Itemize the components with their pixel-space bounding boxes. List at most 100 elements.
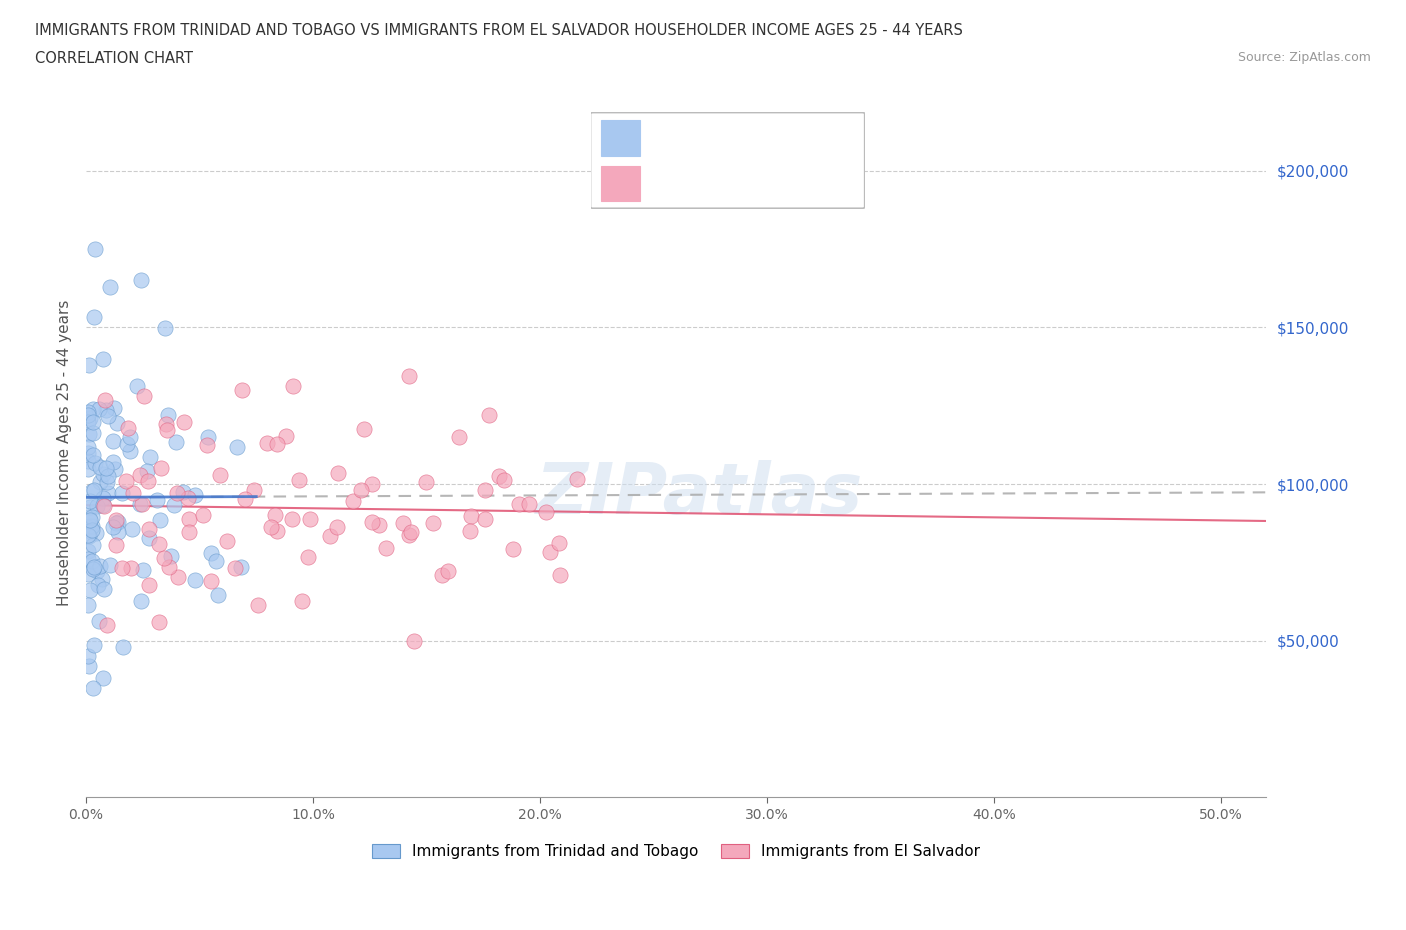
Point	[215, 533, 238, 548]
Point	[83, 310, 105, 325]
Point	[91, 352, 114, 366]
Point	[134, 389, 156, 404]
Point	[136, 473, 159, 488]
Point	[91, 498, 114, 512]
Point	[298, 512, 321, 526]
Point	[83, 483, 105, 498]
Text: ZIPatlas: ZIPatlas	[536, 459, 863, 528]
Point	[104, 461, 127, 476]
Text: N =  86: N = 86	[778, 176, 845, 193]
Point	[115, 437, 138, 452]
Point	[103, 401, 125, 416]
Point	[82, 680, 104, 695]
Point	[226, 440, 249, 455]
Point	[79, 524, 101, 538]
Text: IMMIGRANTS FROM TRINIDAD AND TOBAGO VS IMMIGRANTS FROM EL SALVADOR HOUSEHOLDER I: IMMIGRANTS FROM TRINIDAD AND TOBAGO VS I…	[35, 23, 963, 38]
Point	[460, 509, 482, 524]
Point	[297, 549, 319, 564]
Point	[508, 497, 530, 512]
Point	[402, 633, 425, 648]
Point	[80, 553, 103, 568]
Point	[131, 497, 153, 512]
Point	[89, 559, 111, 574]
Point	[111, 640, 134, 655]
Point	[534, 504, 557, 519]
Point	[156, 408, 179, 423]
Point	[458, 524, 481, 538]
Point	[82, 538, 104, 552]
Point	[399, 525, 422, 539]
Point	[148, 615, 170, 630]
Point	[105, 512, 128, 527]
Point	[422, 515, 444, 530]
Point	[117, 420, 139, 435]
Point	[177, 512, 200, 527]
Point	[281, 512, 304, 527]
Y-axis label: Householder Income Ages 25 - 44 years: Householder Income Ages 25 - 44 years	[58, 299, 72, 605]
Point	[266, 524, 288, 538]
Point	[125, 379, 148, 393]
Point	[77, 649, 100, 664]
Point	[79, 528, 101, 543]
Point	[118, 444, 141, 458]
Point	[83, 242, 105, 257]
Point	[96, 460, 118, 475]
Point	[391, 516, 413, 531]
Point	[77, 427, 100, 442]
Point	[138, 522, 160, 537]
Point	[97, 485, 120, 500]
Point	[77, 510, 100, 525]
Point	[197, 429, 219, 444]
Point	[79, 493, 101, 508]
Point	[96, 618, 118, 632]
Point	[478, 407, 501, 422]
Point	[77, 598, 100, 613]
Point	[200, 546, 222, 561]
Point	[121, 522, 143, 537]
Point	[82, 415, 104, 430]
Point	[567, 472, 589, 486]
Point	[233, 492, 256, 507]
Legend: Immigrants from Trinidad and Tobago, Immigrants from El Salvador: Immigrants from Trinidad and Tobago, Imm…	[366, 838, 986, 866]
Point	[548, 567, 571, 582]
Text: R = 0.008: R = 0.008	[651, 176, 741, 193]
Point	[129, 468, 152, 483]
Point	[107, 525, 129, 539]
Point	[79, 499, 101, 514]
Point	[77, 520, 100, 535]
Point	[91, 671, 114, 685]
Point	[86, 498, 108, 513]
Point	[266, 436, 288, 451]
Point	[342, 494, 364, 509]
Point	[398, 528, 420, 543]
Point	[165, 434, 187, 449]
Point	[138, 578, 160, 592]
Point	[281, 379, 304, 393]
Point	[129, 272, 152, 287]
Point	[77, 527, 100, 542]
Point	[160, 549, 183, 564]
Point	[98, 279, 121, 294]
Point	[208, 467, 231, 482]
Point	[274, 428, 297, 443]
Point	[86, 563, 108, 578]
Point	[195, 438, 218, 453]
Point	[224, 560, 246, 575]
Point	[502, 542, 524, 557]
Point	[77, 544, 100, 559]
Point	[101, 520, 124, 535]
Point	[517, 497, 540, 512]
Point	[82, 484, 104, 498]
Point	[350, 483, 373, 498]
Point	[538, 544, 561, 559]
Point	[229, 559, 252, 574]
Point	[122, 485, 145, 500]
Point	[374, 541, 396, 556]
Point	[149, 460, 172, 475]
Point	[155, 423, 177, 438]
Point	[82, 402, 104, 417]
Point	[105, 515, 128, 530]
Point	[177, 525, 200, 539]
Point	[77, 357, 100, 372]
Point	[97, 408, 120, 423]
